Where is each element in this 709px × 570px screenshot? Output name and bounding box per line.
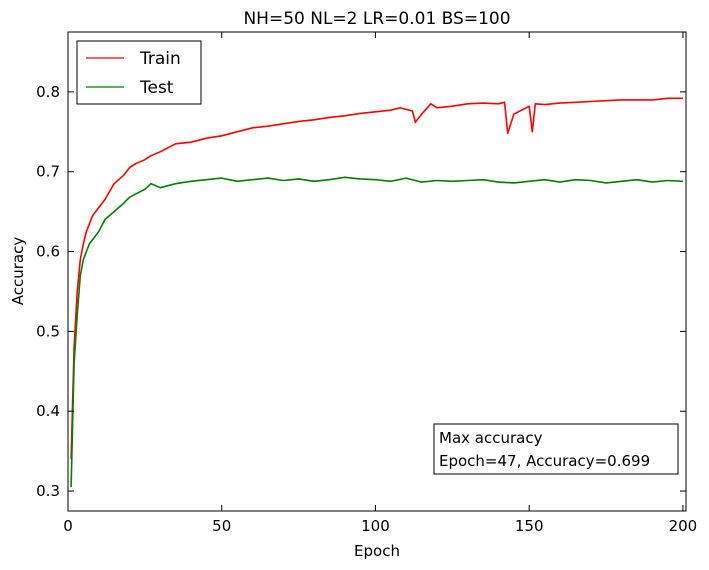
x-tick-label: 200 xyxy=(669,517,698,535)
y-tick-label: 0.3 xyxy=(36,482,60,500)
x-tick-label: 100 xyxy=(361,517,390,535)
y-tick-label: 0.5 xyxy=(36,322,60,340)
plot-frame xyxy=(67,31,687,512)
annotation-box xyxy=(433,423,679,475)
chart-title: NH=50 NL=2 LR=0.01 BS=100 xyxy=(243,9,510,29)
y-axis-ticks: 0.3 0.4 0.5 0.6 0.7 0.8 xyxy=(36,83,686,500)
y-tick-label: 0.7 xyxy=(36,163,60,181)
annotation-line-1: Max accuracy xyxy=(439,429,543,447)
x-tick-label: 0 xyxy=(63,517,73,535)
x-axis-label: Epoch xyxy=(354,542,400,560)
x-axis-ticks: 0 50 100 150 200 xyxy=(63,32,697,535)
legend-label-train: Train xyxy=(139,49,181,69)
x-tick-label: 150 xyxy=(515,517,544,535)
legend-box xyxy=(76,40,202,105)
annotation-line-2: Epoch=47, Accuracy=0.699 xyxy=(439,452,650,470)
series-line-train xyxy=(70,97,683,460)
max-accuracy-annotation: Max accuracy Epoch=47, Accuracy=0.699 xyxy=(433,423,679,475)
x-tick-label: 50 xyxy=(212,517,231,535)
legend-label-test: Test xyxy=(139,78,174,98)
y-tick-label: 0.4 xyxy=(36,402,60,420)
y-tick-label: 0.6 xyxy=(36,243,60,261)
y-tick-label: 0.8 xyxy=(36,83,60,101)
legend: Train Test xyxy=(76,40,202,105)
y-axis-label: Accuracy xyxy=(9,237,27,306)
series-line-test xyxy=(70,176,683,488)
plot-lines xyxy=(70,97,683,488)
